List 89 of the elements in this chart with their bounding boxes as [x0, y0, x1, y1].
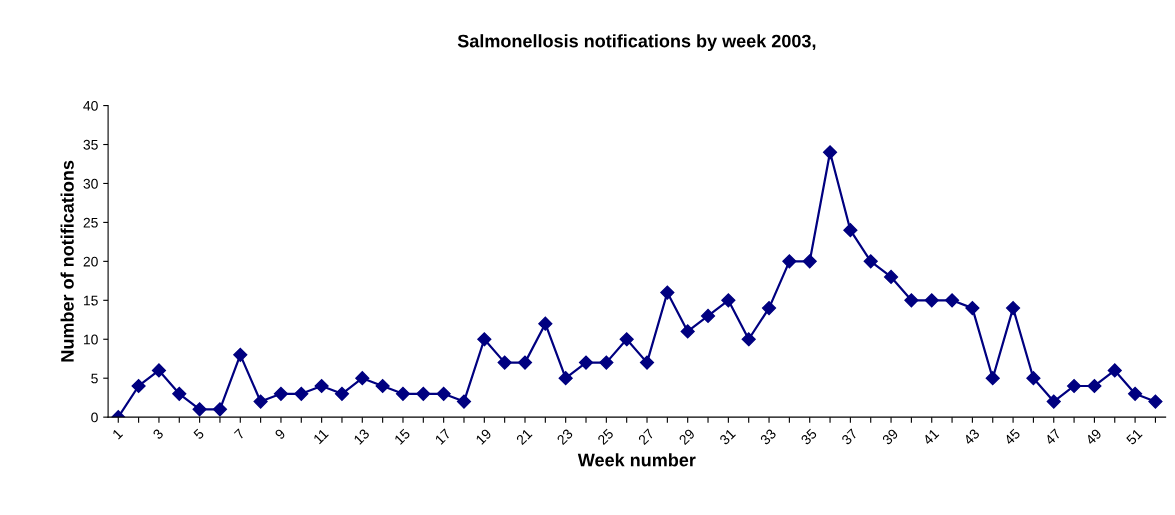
x-tick-label: 11: [313, 428, 329, 445]
x-tick-label: 47: [1044, 428, 1062, 446]
point: [1087, 378, 1102, 394]
point: [538, 316, 553, 331]
point: [172, 386, 187, 401]
point: [253, 394, 268, 409]
x-tick-label: 15: [394, 428, 411, 445]
x-tick-label: 27: [637, 428, 655, 446]
point: [1046, 394, 1061, 409]
x-tick-label: 3: [152, 428, 164, 440]
point: [578, 355, 594, 370]
y-tick-label: 25: [83, 217, 98, 228]
point: [639, 355, 655, 370]
point: [700, 308, 716, 323]
x-tick-label: 41: [922, 428, 940, 446]
x-tick-label: 25: [597, 428, 615, 446]
x-tick-label: 23: [556, 428, 574, 446]
x-tick-label: 37: [840, 428, 858, 446]
point: [273, 386, 289, 401]
x-tick-label: 29: [678, 428, 696, 446]
point: [1026, 371, 1041, 386]
x-tick-label: 5: [193, 428, 205, 440]
y-tick-label: 30: [83, 178, 98, 189]
point: [517, 355, 533, 370]
point: [619, 332, 634, 347]
point: [233, 347, 248, 362]
point: [883, 269, 899, 285]
point: [497, 355, 512, 370]
point: [904, 293, 919, 308]
x-tick-label: 19: [475, 428, 492, 445]
y-tick-label: 15: [83, 295, 98, 306]
point: [1005, 301, 1021, 316]
point: [192, 402, 207, 417]
point: [822, 145, 838, 160]
point: [599, 355, 614, 370]
point: [355, 371, 370, 386]
point: [131, 378, 146, 394]
point: [456, 394, 472, 409]
point: [944, 293, 960, 308]
point: [741, 332, 756, 347]
point: [558, 371, 573, 386]
point: [1067, 378, 1082, 394]
point: [965, 301, 980, 316]
point: [721, 293, 736, 308]
x-tick-label: 43: [962, 428, 981, 446]
x-tick-label: 33: [759, 428, 777, 446]
y-tick-label: 40: [83, 100, 98, 111]
x-axis-title: Week number: [577, 453, 696, 467]
point: [334, 386, 350, 401]
point: [863, 254, 878, 269]
point: [1107, 363, 1122, 378]
point: [985, 371, 1000, 386]
point: [294, 386, 309, 401]
point: [416, 386, 431, 401]
x-tick-label: 45: [1003, 428, 1021, 446]
x-tick-label: 51: [1125, 428, 1143, 446]
x-tick-label: 49: [1084, 428, 1103, 446]
point: [436, 386, 451, 401]
y-tick-label: 10: [83, 334, 98, 345]
point: [151, 363, 167, 378]
x-tick-label: 9: [274, 428, 286, 440]
x-tick-label: 7: [233, 428, 246, 440]
y-axis-title: Number of notifications: [60, 160, 74, 362]
point: [314, 378, 329, 394]
point: [660, 285, 675, 300]
point: [1128, 386, 1143, 401]
y-tick-label: 35: [83, 139, 98, 150]
point: [395, 386, 411, 401]
x-tick-label: 1: [112, 428, 124, 440]
y-tick-label: 5: [91, 373, 98, 384]
x-tick-label: 31: [718, 428, 736, 446]
x-tick-label: 17: [434, 428, 452, 445]
point: [761, 301, 777, 316]
point: [802, 254, 817, 269]
point: [1148, 394, 1163, 409]
x-tick-label: 35: [800, 428, 818, 446]
point: [477, 332, 492, 347]
point: [924, 293, 939, 308]
x-tick-label: 39: [881, 428, 899, 446]
y-tick-label: 0: [91, 412, 98, 423]
point: [843, 223, 858, 238]
chart-title: Salmonellosis notifications by week 2003,: [457, 34, 816, 51]
point: [782, 254, 797, 269]
point: [680, 324, 695, 339]
point: [375, 378, 390, 394]
x-tick-label: 13: [353, 428, 370, 445]
x-tick-label: 21: [515, 428, 533, 446]
y-tick-label: 20: [83, 256, 98, 267]
point: [212, 402, 228, 417]
